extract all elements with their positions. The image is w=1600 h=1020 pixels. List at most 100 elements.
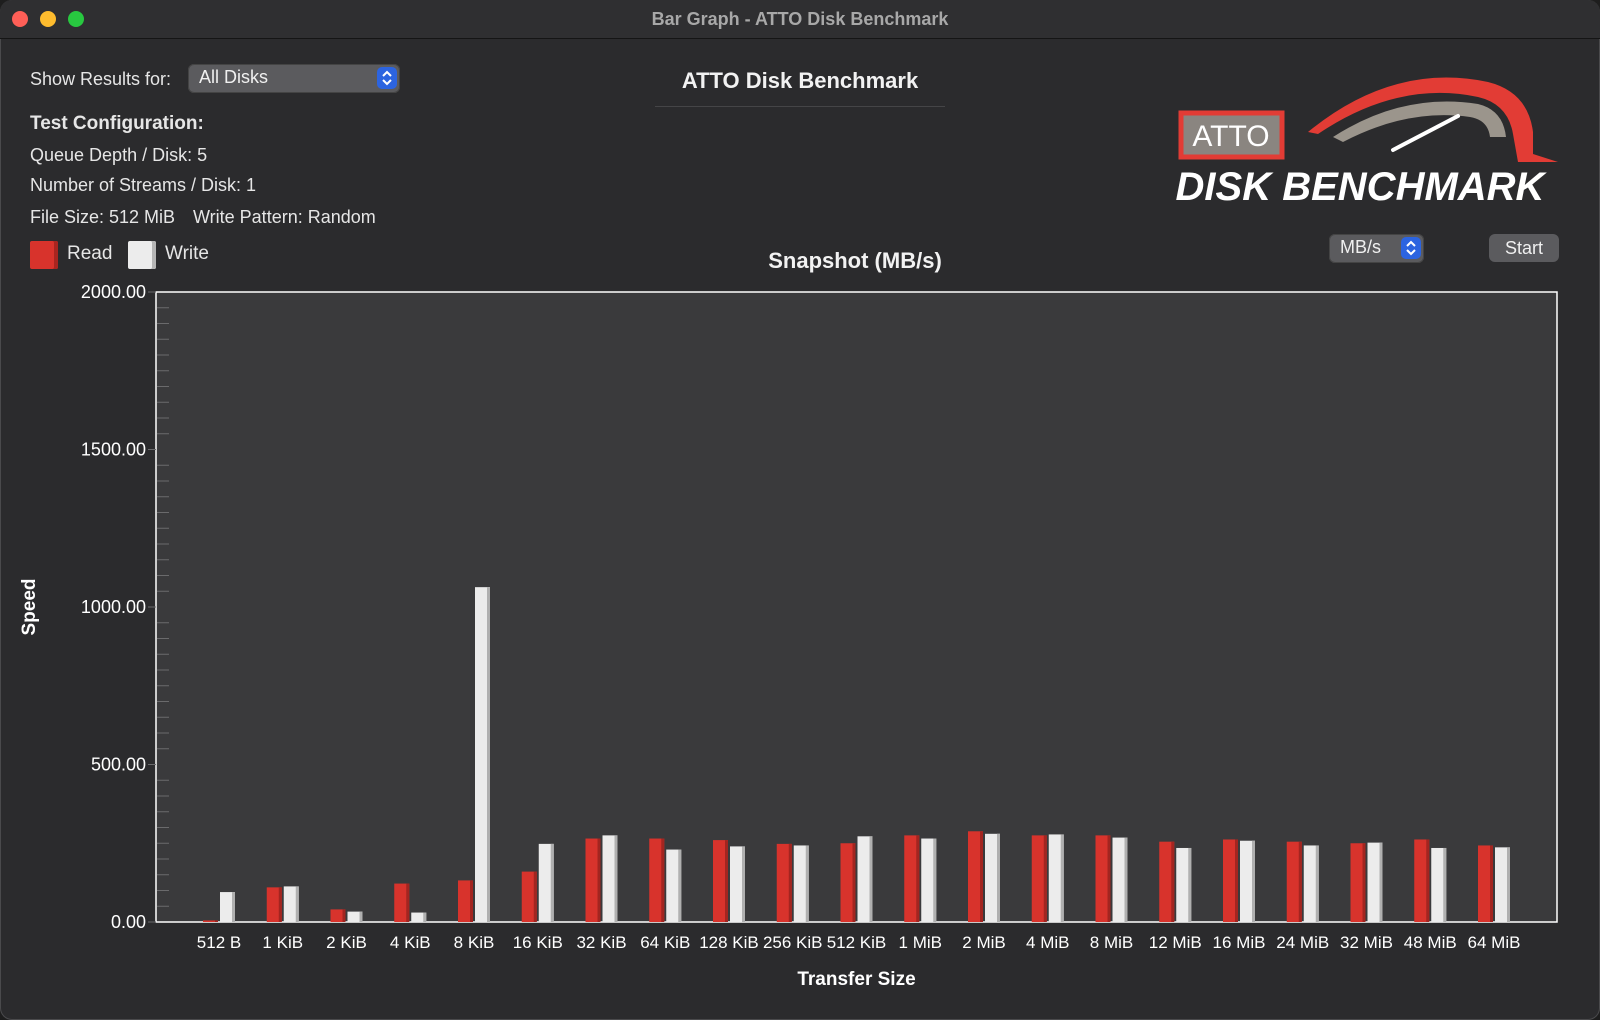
write-bar	[857, 836, 873, 922]
y-tick-label: 500.00	[91, 755, 146, 775]
legend-write-swatch	[128, 241, 156, 269]
y-axis-label: Speed	[19, 578, 40, 635]
write-bar-shade	[1507, 847, 1510, 922]
write-bar-shade	[869, 836, 873, 922]
x-tick-label: 64 KiB	[640, 933, 690, 952]
write-bar	[1367, 842, 1383, 922]
read-bar-shade	[533, 871, 537, 922]
read-bar	[776, 843, 792, 922]
read-bar-shade	[661, 838, 665, 922]
read-bar	[458, 880, 473, 922]
write-bar-shade	[1315, 845, 1319, 922]
read-bar	[521, 871, 537, 922]
speedometer-arc	[1308, 77, 1558, 162]
legend-read-swatch	[30, 241, 58, 269]
x-tick-label: 1 MiB	[899, 933, 942, 952]
read-bar-shade	[1362, 843, 1366, 922]
read-bar	[330, 909, 346, 922]
x-tick-label: 8 KiB	[454, 933, 495, 952]
write-bar-shade	[1252, 840, 1255, 922]
x-tick-label: 12 MiB	[1149, 933, 1202, 952]
x-tick-label: 2 KiB	[326, 933, 367, 952]
read-bar	[266, 887, 282, 922]
x-tick-label: 512 KiB	[827, 933, 887, 952]
write-bar-shade	[997, 833, 1000, 922]
write-bar	[1303, 845, 1319, 922]
write-bar	[730, 846, 745, 922]
x-tick-label: 16 KiB	[513, 933, 563, 952]
write-bar-shade	[1379, 842, 1383, 922]
read-bar	[713, 840, 728, 922]
read-bar-shade	[278, 887, 282, 922]
x-tick-label: 512 B	[197, 933, 241, 952]
write-bar-shade	[295, 886, 299, 922]
x-tick-label: 24 MiB	[1276, 933, 1329, 952]
atto-logo-box	[1178, 110, 1285, 160]
write-bar	[347, 911, 363, 922]
read-bar-shade	[916, 835, 920, 922]
read-bar-shade	[406, 883, 410, 922]
y-tick-label: 1000.00	[81, 597, 146, 617]
disk-select[interactable]: All Disks	[188, 64, 400, 93]
write-bar-shade	[550, 843, 554, 922]
write-bar-shade	[678, 849, 682, 922]
read-bar-shade	[980, 831, 983, 922]
speedometer-dial	[1333, 101, 1506, 142]
read-bar	[904, 835, 920, 922]
x-axis-label: Transfer Size	[797, 969, 915, 990]
read-bar	[1414, 839, 1430, 922]
chart-title: Snapshot (MB/s)	[768, 248, 942, 273]
read-bar	[394, 883, 410, 922]
x-tick-label: 128 KiB	[699, 933, 759, 952]
y-tick-label: 1500.00	[81, 440, 146, 460]
app-heading: ATTO Disk Benchmark	[655, 68, 945, 107]
read-bar-shade	[470, 880, 473, 922]
show-results-label: Show Results for:	[30, 69, 172, 89]
x-tick-label: 32 MiB	[1340, 933, 1393, 952]
unit-select[interactable]: MB/s	[1329, 234, 1424, 263]
write-bar	[1431, 847, 1447, 922]
write-bar-shade	[805, 845, 809, 922]
write-bar	[1176, 847, 1192, 922]
read-bar-shade	[342, 909, 346, 922]
unit-select-value: MB/s	[1340, 237, 1382, 257]
write-bar-shade	[742, 846, 745, 922]
read-bar-shade	[788, 843, 792, 922]
write-bar-shade	[423, 912, 427, 922]
read-bar-shade	[1298, 841, 1302, 922]
plot-area	[155, 291, 1558, 923]
read-bar	[840, 843, 856, 922]
write-bar	[283, 886, 299, 922]
file-size-text: File Size: 512 MiB	[30, 207, 176, 227]
read-bar	[1286, 841, 1302, 922]
read-bar-shade	[1043, 835, 1047, 922]
x-tick-label: 48 MiB	[1404, 933, 1457, 952]
read-bar-shade	[1490, 845, 1493, 922]
read-bar	[968, 831, 983, 922]
write-pattern-text: Write Pattern: Random	[193, 207, 376, 227]
x-tick-label: 1 KiB	[262, 933, 303, 952]
benchmark-logo-text: DISK BENCHMARK	[1176, 165, 1548, 209]
read-bar	[649, 838, 665, 922]
write-bar-shade	[1188, 847, 1192, 922]
read-bar-shade	[597, 838, 601, 922]
start-button[interactable]: Start	[1489, 234, 1559, 262]
write-bar	[602, 835, 618, 922]
zoom-button[interactable]	[68, 11, 84, 27]
write-bar	[1495, 847, 1510, 922]
read-bar-shade	[1426, 839, 1430, 922]
write-bar-shade	[933, 838, 937, 922]
x-tick-label: 256 KiB	[763, 933, 823, 952]
minimize-button[interactable]	[40, 11, 56, 27]
x-tick-label: 4 KiB	[390, 933, 431, 952]
read-bar-shade	[1171, 841, 1175, 922]
write-bar-shade	[1443, 847, 1447, 922]
write-bar	[538, 843, 554, 922]
legend-write-label: Write	[165, 243, 209, 264]
read-bar	[1350, 843, 1366, 922]
read-bar-shade	[852, 843, 856, 922]
atto-logo-text: ATTO	[1192, 120, 1269, 153]
atto-logo: ATTO DISK BENCHMARK	[1176, 77, 1558, 209]
chevron-updown-icon	[1401, 237, 1421, 259]
close-button[interactable]	[12, 11, 28, 27]
